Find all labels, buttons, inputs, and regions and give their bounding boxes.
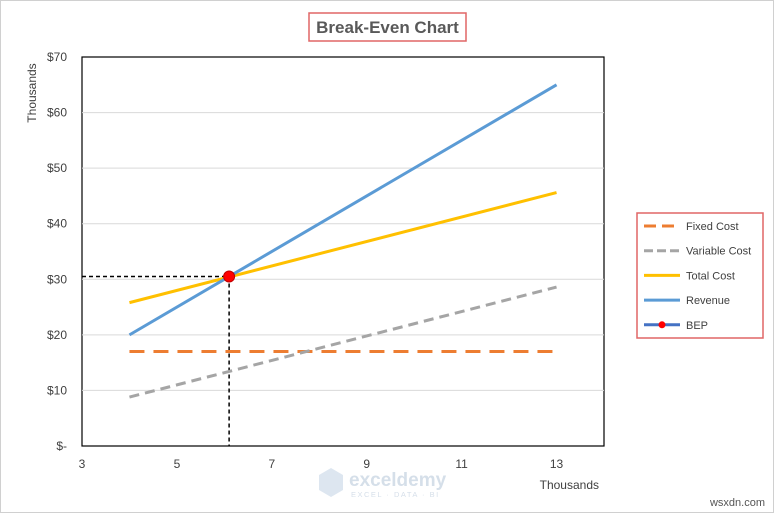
legend-item-total-cost: Total Cost [644, 270, 735, 282]
x-tick-label: 3 [79, 457, 86, 471]
y-tick-label: $40 [47, 217, 67, 231]
bep-point [223, 270, 236, 283]
watermark-tagline: EXCEL · DATA · BI [351, 490, 440, 499]
y-tick-label: $10 [47, 383, 67, 397]
series-line-total-cost [129, 191, 557, 305]
grid-lines [82, 112, 604, 391]
y-tick-label: $70 [47, 50, 67, 64]
legend-item-fixed-cost: Fixed Cost [644, 221, 739, 233]
legend-item-bep: BEP [644, 320, 708, 332]
legend: Fixed Cost Variable Cost Total Cost Revenue… [644, 221, 751, 332]
y-tick-labels: $- $10 $20 $30 $40 $50 $60 $70 [47, 50, 67, 453]
legend-item-revenue: Revenue [644, 295, 730, 307]
legend-label: Revenue [686, 295, 730, 307]
series-line-variable-cost [129, 285, 557, 399]
x-axis-label: Thousands [540, 478, 599, 492]
legend-label: Variable Cost [686, 246, 751, 258]
y-tick-label: $- [56, 439, 67, 453]
bep-guide-lines [82, 275, 230, 446]
y-tick-label: $20 [47, 328, 67, 342]
title-frame [308, 12, 467, 42]
legend-item-variable-cost: Variable Cost [644, 246, 751, 258]
legend-label: BEP [686, 320, 708, 332]
exceldemy-watermark: exceldemy EXCEL · DATA · BI [319, 468, 447, 499]
y-tick-label: $60 [47, 106, 67, 120]
legend-label: Fixed Cost [686, 221, 739, 233]
y-axis-label: Thousands [25, 63, 39, 122]
series-line-revenue [128, 83, 558, 337]
plot-area [81, 56, 605, 447]
legend-label: Total Cost [686, 270, 735, 282]
x-tick-label: 5 [174, 457, 181, 471]
legend-marker [658, 321, 666, 329]
x-tick-labels: 3 5 7 9 11 13 [79, 457, 564, 471]
y-tick-label: $50 [47, 161, 67, 175]
x-tick-label: 11 [455, 457, 468, 471]
bep-markers [223, 270, 236, 283]
site-footer: wsxdn.com [709, 497, 765, 509]
y-tick-label: $30 [47, 272, 67, 286]
x-tick-label: 13 [550, 457, 564, 471]
x-tick-label: 9 [363, 457, 370, 471]
chart-title: Break-Even Chart [316, 18, 459, 37]
x-tick-label: 7 [268, 457, 275, 471]
exceldemy-logo-icon [319, 468, 343, 497]
watermark-name: exceldemy [349, 470, 447, 491]
series-lines [128, 83, 558, 399]
